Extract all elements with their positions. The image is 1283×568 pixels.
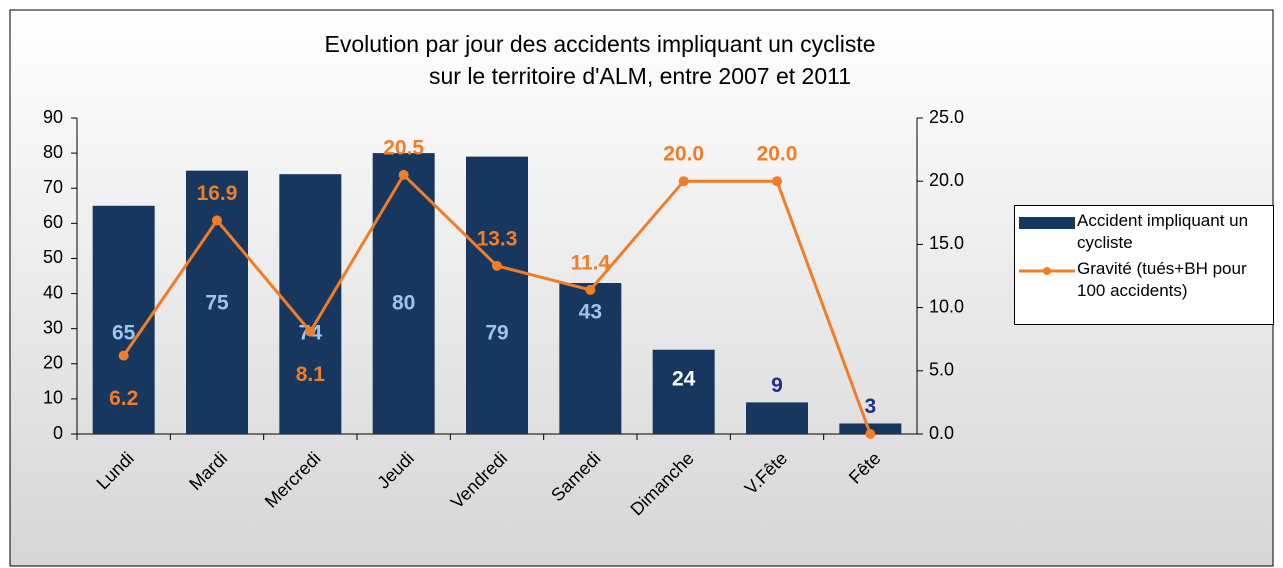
line-value-label: 11.4	[570, 251, 610, 274]
line-value-label: 20.5	[383, 136, 424, 159]
line-marker	[678, 176, 689, 187]
bar	[839, 423, 902, 434]
line-marker	[772, 176, 782, 187]
legend: Accident impliquant un cycliste Gravité …	[1014, 205, 1274, 325]
bar-value-label: 24	[672, 367, 696, 390]
y-tick-label: 0	[53, 423, 63, 443]
bar-value-label: 75	[205, 292, 229, 315]
y2-tick-label: 5.0	[929, 360, 954, 380]
bar-value-label: 3	[864, 395, 876, 418]
legend-item: Accident impliquant un cycliste	[1015, 210, 1273, 254]
legend-swatch	[1019, 217, 1075, 229]
line-marker	[492, 260, 502, 271]
line-marker	[118, 350, 129, 361]
y-tick-label: 70	[43, 177, 63, 197]
y-tick-label: 40	[43, 282, 63, 302]
y2-tick-label: 0.0	[929, 423, 954, 443]
bar	[186, 170, 248, 434]
chart-title: Evolution par jour des accidents impliqu…	[324, 31, 875, 57]
line-marker	[212, 215, 222, 226]
legend-label: Accident impliquant un cycliste	[1077, 211, 1249, 252]
line-value-label: 20.0	[663, 143, 704, 166]
legend-swatch-marker	[1043, 267, 1051, 275]
bar	[92, 205, 155, 434]
y-tick-label: 90	[43, 107, 63, 127]
bar-value-label: 80	[392, 292, 415, 315]
line-marker	[585, 284, 596, 295]
y-tick-label: 60	[43, 212, 63, 232]
y2-tick-label: 25.0	[929, 107, 964, 127]
y2-tick-label: 15.0	[929, 233, 964, 253]
bar	[652, 349, 715, 434]
y2-tick-label: 10.0	[929, 296, 964, 316]
y-tick-label: 80	[43, 142, 63, 162]
bar	[372, 153, 435, 434]
line-marker	[305, 326, 316, 337]
legend-swatch-bar	[1019, 217, 1075, 229]
bar-value-label: 9	[771, 374, 783, 397]
y-tick-label: 50	[43, 247, 63, 267]
bar	[559, 283, 622, 434]
line-value-label: 20.0	[757, 143, 798, 166]
y-tick-label: 10	[43, 388, 63, 408]
bar-value-label: 79	[485, 322, 508, 345]
y-tick-label: 30	[43, 317, 63, 337]
bar	[746, 402, 808, 434]
legend-label: Gravité (tués+BH pour 100 accidents)	[1077, 259, 1247, 300]
bar-value-label: 65	[112, 322, 136, 345]
bar	[279, 174, 342, 434]
line-marker	[865, 429, 876, 439]
legend-item: Gravité (tués+BH pour 100 accidents)	[1015, 258, 1273, 302]
line-marker	[398, 169, 409, 180]
bar	[466, 156, 528, 434]
line-value-label: 13.3	[477, 227, 518, 250]
line-value-label: 6.2	[109, 387, 138, 410]
chart-title: sur le territoire d'ALM, entre 2007 et 2…	[429, 63, 851, 89]
y2-tick-label: 20.0	[929, 170, 964, 190]
bar-value-label: 43	[579, 301, 602, 324]
line-value-label: 8.1	[296, 363, 326, 386]
legend-swatch	[1019, 267, 1075, 275]
y-tick-label: 20	[43, 353, 63, 373]
line-value-label: 16.9	[197, 182, 238, 205]
